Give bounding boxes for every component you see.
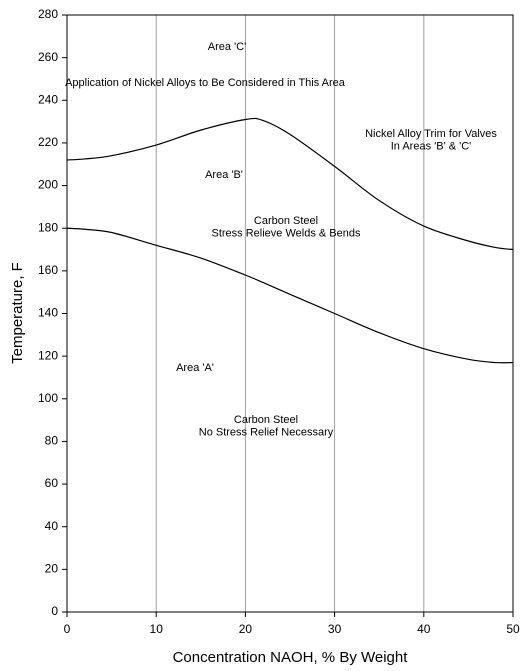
y-tick-label: 220 xyxy=(38,135,58,149)
x-tick-label: 30 xyxy=(328,622,342,636)
annotation: In Areas 'B' & 'C' xyxy=(391,140,472,152)
annotation: Carbon Steel xyxy=(234,414,298,426)
x-tick-label: 10 xyxy=(150,622,164,636)
annotation: Area 'A' xyxy=(176,362,214,374)
x-tick-label: 40 xyxy=(417,622,431,636)
y-tick-label: 240 xyxy=(38,92,58,106)
annotation: Area 'B' xyxy=(205,169,243,181)
y-tick-label: 80 xyxy=(45,434,59,448)
annotation: Area 'C' xyxy=(208,41,246,53)
annotation: Application of Nickel Alloys to Be Consi… xyxy=(65,77,346,89)
y-tick-label: 60 xyxy=(45,476,59,490)
curve xyxy=(66,117,514,251)
y-tick-label: 0 xyxy=(51,604,58,618)
y-tick-label: 160 xyxy=(38,263,58,277)
y-tick-label: 40 xyxy=(45,519,59,533)
y-tick-label: 100 xyxy=(38,391,58,405)
x-tick-label: 20 xyxy=(239,622,253,636)
y-tick-label: 280 xyxy=(38,7,58,21)
y-tick-label: 140 xyxy=(38,306,58,320)
x-tick-label: 50 xyxy=(506,622,520,636)
plot-frame xyxy=(66,14,514,613)
y-tick-label: 20 xyxy=(45,562,59,576)
annotation: Carbon Steel xyxy=(254,215,318,227)
annotation: No Stress Relief Necessary xyxy=(199,426,334,438)
y-tick-label: 260 xyxy=(38,50,58,64)
curve xyxy=(66,227,514,364)
annotation: Nickel Alloy Trim for Valves xyxy=(365,128,497,140)
y-tick-label: 120 xyxy=(38,348,58,362)
annotation: Stress Relieve Welds & Bends xyxy=(212,227,361,239)
x-axis-title: Concentration NAOH, % By Weight xyxy=(173,649,409,666)
x-tick-label: 0 xyxy=(64,622,71,636)
y-tick-label: 180 xyxy=(38,220,58,234)
y-axis-title: Temperature, F xyxy=(9,262,26,364)
y-tick-label: 200 xyxy=(38,178,58,192)
